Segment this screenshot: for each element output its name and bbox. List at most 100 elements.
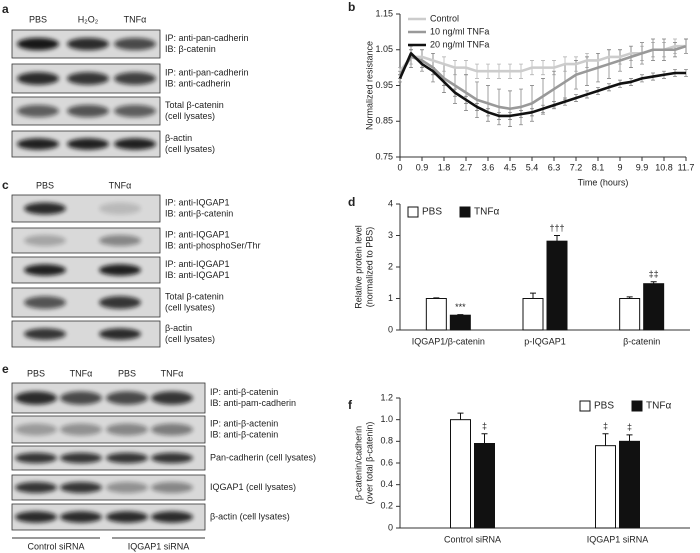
row-label: β-actin [165,133,192,143]
blot-band [114,138,156,150]
bar [643,283,665,331]
x-tick-label: 7.2 [570,162,583,172]
y-tick-label: 3 [388,230,393,240]
blot-band [67,138,109,150]
row-label: IB: anti-IQGAP1 [165,270,230,280]
y-tick-label: 0.8 [380,436,393,446]
y-tick-label: 2 [388,261,393,271]
y-tick-label: 1.05 [375,44,393,54]
x-tick-label: 9 [617,162,622,172]
legend-swatch [459,206,471,218]
row-label: IP: anti-IQGAP1 [165,197,230,207]
legend-label: TNFα [646,401,671,412]
blot-band [67,37,109,51]
blot-band [151,452,193,464]
blot-band [151,391,193,405]
annotation: ‡ [603,421,608,431]
legend-swatch [631,400,643,412]
bar [522,298,544,331]
error-bar [530,292,536,299]
x-axis-label: Time (hours) [578,177,629,187]
row-label: IB: anti-cadherin [165,78,231,88]
x-tick-label: IQGAP1 siRNA [587,534,649,544]
lane-label: PBS [27,368,45,378]
x-tick-label: Control siRNA [444,534,501,544]
row-label: Total β-catenin [165,291,224,301]
x-tick-label: 1.8 [438,162,451,172]
y-axis-label: β-catenin/cadherin [353,426,363,500]
error-bar [457,314,464,316]
error-bar [457,412,464,420]
error-bar [481,433,488,444]
lane-label: TNFα [161,368,184,378]
panel-letter: c [2,178,9,192]
bar [546,240,568,331]
annotation: ‡ [627,422,632,432]
bar [619,298,641,331]
x-tick-label: 0.9 [416,162,429,172]
blot-band [15,511,57,523]
row-label: IP: anti-β-catenin [210,387,278,397]
error-bar [626,434,633,442]
series-line [398,44,687,111]
series-line [398,44,686,73]
blot-band [106,452,148,464]
lane-label: TNFα [70,368,93,378]
row-label: IQGAP1 (cell lysates) [210,482,296,492]
x-tick-label: 9.9 [636,162,649,172]
blot-band [17,104,59,118]
x-tick-label: 2.7 [460,162,473,172]
group-label: IQGAP1 siRNA [128,541,190,551]
annotation: ‡‡ [649,269,659,279]
row-label: (cell lysates) [165,334,215,344]
x-tick-label: 3.6 [482,162,495,172]
bar [449,314,471,331]
blot-band [67,104,109,118]
row-label: (cell lysates) [165,302,215,312]
y-tick-label: 0.2 [380,501,393,511]
blot-band [15,423,57,436]
x-tick-label: 8.1 [592,162,605,172]
blot-band [99,296,141,309]
blot-band [15,391,57,405]
blot-band [24,296,66,309]
y-tick-label: 0 [388,522,393,532]
y-axis-label: Normalized resistance [364,41,374,130]
row-label: IP: anti-pan-cadherin [165,67,249,77]
blot-band [15,452,57,464]
blot-band [106,391,148,405]
legend-label: PBS [594,401,614,412]
annotation: ‡ [482,421,487,431]
lane-label: H₂O₂ [78,14,99,24]
group-label: Control siRNA [27,541,84,551]
row-label: β-actin [165,323,192,333]
y-tick-label: 4 [388,198,393,208]
legend-label: TNFα [474,207,499,218]
legend-label: Control [430,13,459,23]
y-tick-label: 1.2 [380,392,393,402]
x-tick-label: IQGAP1/β-catenin [412,336,485,346]
blot-band [60,482,102,493]
legend-label: 10 ng/ml TNFa [430,26,489,36]
y-tick-label: 0.95 [375,80,393,90]
panel-letter: f [348,398,353,412]
legend-label: 20 ng/ml TNFa [430,39,489,49]
x-tick-label: 10.8 [655,162,673,172]
blot-band [24,202,66,215]
panel-letter: a [2,2,9,16]
row-label: IP: anti-pan-cadherin [165,33,249,43]
blot-band [60,423,102,436]
blot-band [99,235,141,246]
blot-band [151,511,193,523]
lane-label: TNFα [109,180,132,190]
x-tick-label: 0 [397,162,402,172]
row-label: IB: β-catenin [165,44,216,54]
blot-band [114,37,156,51]
blot-band [24,328,66,340]
y-tick-label: 1 [388,293,393,303]
y-tick-label: 0.6 [380,457,393,467]
lane-label: TNFα [124,14,147,24]
y-tick-label: 0.4 [380,479,393,489]
annotation: ††† [549,223,564,233]
